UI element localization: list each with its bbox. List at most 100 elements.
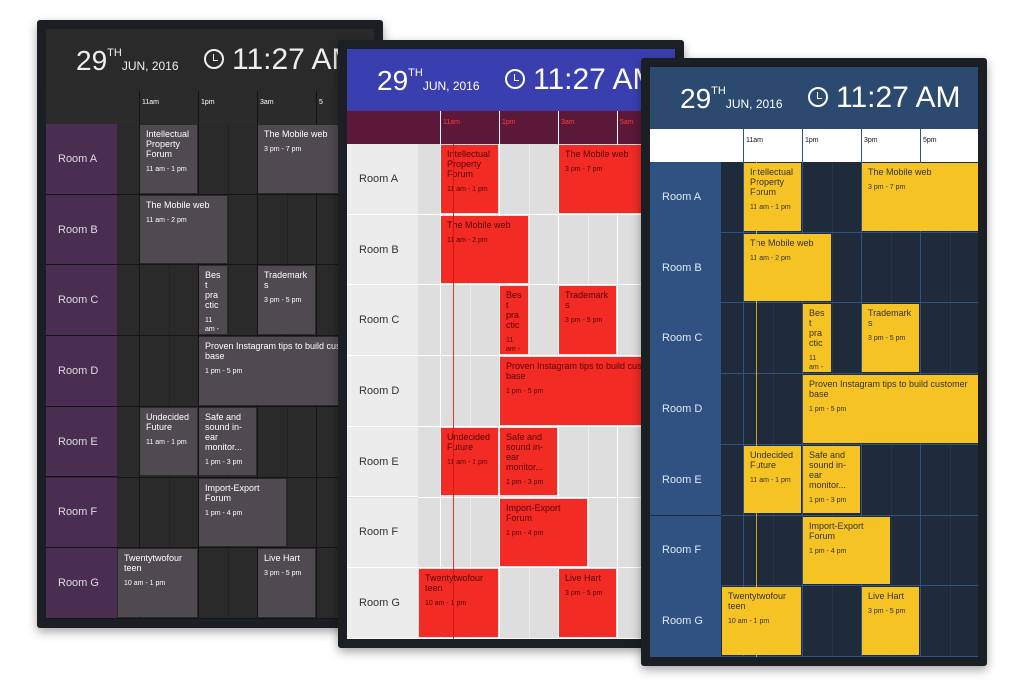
row-line	[418, 284, 675, 286]
event: Twentytwofour teen 10 am - 1 pm	[419, 569, 498, 637]
room-label: Room A	[650, 162, 721, 233]
event: Twentytwofour teen 10 am - 1 pm	[722, 587, 801, 655]
hour-suffix: pm	[808, 137, 819, 144]
hour: 5	[319, 99, 323, 106]
clock-icon	[204, 49, 224, 69]
row-line	[721, 231, 978, 233]
event-title: Safe and sound in-ear monitor...	[506, 431, 544, 472]
event-title: Trademarks	[868, 308, 912, 329]
row-line	[117, 476, 374, 478]
event: Import-Export Forum 1 pm - 4 pm	[500, 498, 587, 567]
date: 29THJUN, 2016	[680, 83, 783, 115]
event-time: 11 am - 2 pm	[506, 337, 520, 354]
hour-suffix: pm	[204, 99, 215, 106]
hour-row: 11am 1pm 3pm 5pm	[650, 129, 978, 162]
row-line	[117, 547, 374, 549]
row-line	[117, 617, 374, 619]
time: 11:27 AM	[232, 43, 357, 76]
room-label: Room G	[46, 548, 117, 619]
display: 29THJUN, 2016 11:27 AM 11am 1pm 3am 5 Room A In…	[37, 20, 383, 628]
event-title: The Mobile web	[264, 129, 328, 139]
event-title: Twentytwofour teen	[425, 573, 483, 594]
event-time: 11 am - 2 pm	[146, 216, 187, 224]
row-line	[721, 514, 978, 516]
room-label: Room E	[46, 406, 117, 478]
event-title: Import-Export Forum	[809, 520, 864, 541]
day-suffix: TH	[408, 67, 423, 79]
header: 29THJUN, 2016 11:27 AM	[347, 49, 675, 111]
event-time: 3 pm - 5 pm	[565, 317, 603, 325]
month-year: JUN, 2016	[725, 97, 783, 111]
now-line	[756, 162, 758, 657]
event-time: 10 am - 1 pm	[425, 600, 467, 608]
row-line	[418, 567, 675, 569]
hour: 1	[502, 119, 506, 126]
time: 11:27 AM	[533, 63, 658, 96]
grid-line	[499, 111, 500, 639]
hour: 11	[443, 119, 451, 126]
event-title: Proven Instagram tips to build customer …	[809, 379, 968, 400]
row-line	[418, 425, 675, 427]
row-line	[721, 443, 978, 445]
event: Intellectual Property Forum 11 am - 1 pm	[441, 145, 498, 213]
hour: 1	[201, 99, 205, 106]
event-title: Undecided Future	[750, 449, 794, 470]
event: Safe and sound in-ear monitor... 1 pm - 3…	[199, 407, 256, 476]
event-title: Best practic	[205, 270, 221, 311]
hour-suffix: pm	[505, 119, 516, 126]
grid-line	[198, 91, 199, 619]
event-title: Undecided Future	[447, 431, 491, 452]
event: Proven Instagram tips to build customer …	[803, 375, 978, 443]
screen-content: 29THJUN, 2016 11:27 AM 11am 1pm 3am 5 Room A In…	[46, 29, 374, 619]
event: Safe and sound in-ear monitor... 1 pm - 3…	[500, 427, 557, 496]
event-time: 3 pm - 5 pm	[264, 570, 302, 578]
event-title: Live Hart	[868, 591, 905, 602]
event-title: Undecided Future	[146, 411, 190, 432]
event: Best practic 11 am - 2 pm	[500, 286, 528, 355]
event-title: Twentytwofour teen	[124, 553, 183, 574]
event-time: 1 pm - 3 pm	[809, 496, 847, 504]
event-title: Import-Export Forum	[506, 502, 561, 523]
event-time: 3 pm - 7 pm	[868, 184, 906, 191]
month-year: JUN, 2016	[422, 79, 480, 93]
event-time: 10 am - 1 pm	[728, 618, 770, 626]
event-time: 3 pm - 5 pm	[868, 608, 906, 616]
hour-label: 3am	[260, 99, 274, 114]
event: Live Hart 3 pm - 5 pm	[559, 569, 616, 637]
event: Trademarks 3 pm - 5 pm	[559, 286, 616, 355]
event-title: Live Hart	[264, 553, 301, 564]
event-time: 11 am - 1 pm	[146, 438, 187, 446]
event-time: 10 am - 1 pm	[124, 580, 166, 588]
display: 29THJUN, 2016 11:27 AM 11am 1pm 3pm 5pm Room A…	[641, 58, 987, 666]
event-title: The Mobile web	[447, 219, 511, 230]
header: 29THJUN, 2016 11:27 AM	[46, 29, 374, 91]
event-title: Live Hart	[565, 573, 602, 584]
date: 29THJUN, 2016	[76, 45, 179, 77]
month-year: JUN, 2016	[121, 59, 179, 73]
event-title: The Mobile web	[146, 199, 210, 210]
hour-label: 5am	[620, 119, 634, 134]
row-line	[721, 655, 978, 657]
room-label: Room C	[46, 265, 117, 337]
row-line	[418, 213, 675, 215]
event: Live Hart 3 pm - 5 pm	[258, 549, 315, 617]
clock-icon	[505, 69, 525, 89]
event-time: 11 am - 1 pm	[750, 476, 791, 484]
event-title: Intellectual Property Forum	[447, 149, 491, 179]
event: Best practic 11 am - 2 pm	[199, 266, 227, 335]
grid-line	[802, 129, 803, 657]
event-title: Intellectual Property Forum	[750, 167, 794, 197]
room-label: Room A	[347, 144, 418, 215]
row-line	[117, 193, 374, 195]
hour: 11	[746, 137, 754, 144]
header: 29THJUN, 2016 11:27 AM	[650, 67, 978, 129]
day-suffix: TH	[107, 47, 122, 59]
room-label: Room F	[650, 515, 721, 587]
room-label: Room E	[347, 426, 418, 498]
event: Live Hart 3 pm - 5 pm	[862, 587, 919, 655]
grid-line	[139, 91, 140, 619]
grid-line	[743, 129, 744, 657]
event-title: Safe and sound in-ear monitor...	[205, 411, 243, 452]
event: The Mobile web 3 pm - 7 pm	[862, 163, 978, 231]
hour-row-border	[650, 129, 651, 130]
